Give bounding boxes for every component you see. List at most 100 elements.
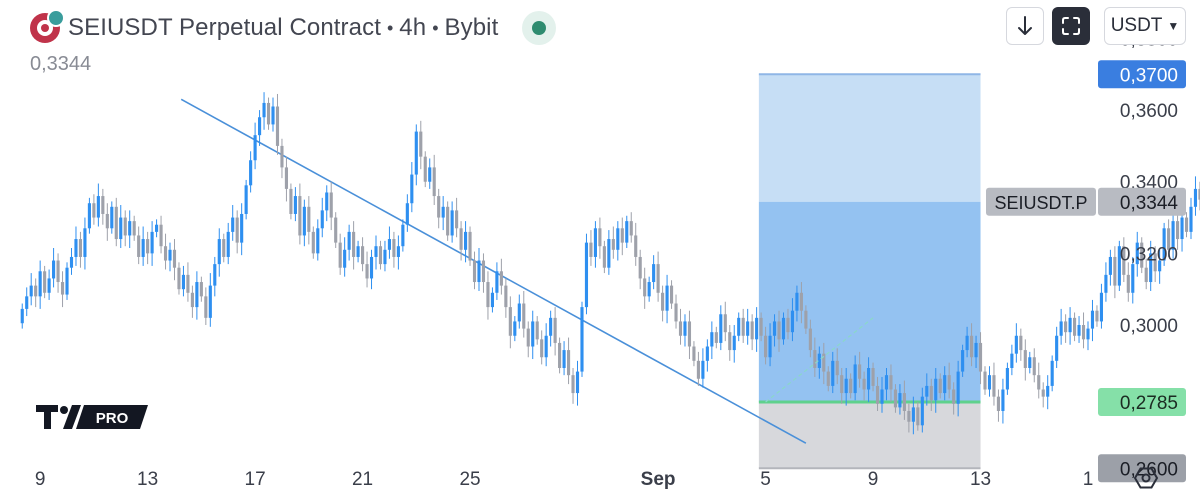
candle [1055, 335, 1059, 361]
candle [87, 203, 91, 229]
candle [804, 310, 808, 329]
candle [1198, 188, 1200, 200]
last-price-value: 0,3344 [30, 53, 92, 75]
x-tick-label: 1 [1083, 469, 1094, 490]
candle [432, 167, 436, 197]
candle [952, 389, 956, 404]
candle [423, 156, 427, 182]
candle [320, 210, 324, 229]
candle [549, 317, 553, 336]
candle [723, 314, 727, 333]
tradingview-logo: PRO [36, 405, 148, 429]
projection-line[interactable] [765, 317, 874, 403]
settings-hexagon-icon[interactable] [1133, 467, 1159, 489]
target-price-label[interactable]: 0,3700 [1120, 65, 1178, 86]
candle [880, 389, 884, 404]
candle [343, 249, 347, 268]
candle [777, 321, 781, 340]
x-tick-label: 13 [137, 469, 158, 490]
candle [481, 260, 486, 283]
exchange-label[interactable]: Bybit [444, 14, 499, 41]
candle [446, 206, 450, 236]
candle [647, 282, 651, 297]
series-name-tag-bg[interactable] [986, 187, 1096, 216]
series-name-tag[interactable]: SEIUSDT.P [994, 193, 1087, 213]
interval-label[interactable]: 4h [399, 14, 427, 41]
candle [634, 235, 638, 257]
candle [334, 217, 338, 243]
candle [893, 389, 898, 408]
candle [1184, 217, 1189, 232]
entry-price-label-bg[interactable] [1098, 388, 1186, 417]
candle [155, 224, 159, 232]
candle [1081, 325, 1086, 340]
candle [477, 260, 481, 283]
entry-price-label[interactable]: 0,2785 [1120, 393, 1178, 414]
candle [419, 131, 423, 157]
target-zone[interactable] [758, 74, 981, 202]
candle [1001, 389, 1005, 411]
candle [889, 375, 893, 390]
candle [938, 378, 942, 394]
candle [495, 271, 499, 293]
stop-zone[interactable] [758, 402, 981, 469]
candle [737, 317, 741, 336]
candle [598, 228, 602, 247]
candle [293, 196, 297, 214]
candle [280, 145, 284, 168]
candle [508, 307, 512, 336]
candle [1099, 292, 1104, 322]
trendline[interactable] [180, 98, 807, 444]
candle [1153, 253, 1157, 272]
download-button[interactable] [1006, 7, 1044, 45]
candle [522, 303, 526, 329]
candle [1149, 253, 1153, 283]
coin-logo-icon [30, 9, 65, 43]
candle [629, 221, 633, 236]
fullscreen-button[interactable] [1052, 7, 1090, 45]
x-tick-label: 9 [35, 469, 46, 490]
candle [1090, 310, 1095, 329]
candle [450, 210, 454, 236]
candle [517, 303, 521, 322]
candle [1086, 328, 1090, 340]
candle [43, 271, 47, 293]
candle [119, 217, 123, 240]
candle [325, 192, 329, 211]
candle [204, 296, 208, 318]
candle [983, 371, 987, 390]
candle [199, 282, 203, 297]
market-status-icon[interactable] [522, 11, 557, 45]
candle [710, 332, 714, 347]
candle [808, 328, 812, 351]
candle [1064, 321, 1068, 333]
stop-price-label[interactable]: 0,2600 [1120, 459, 1178, 480]
y-tick-label: 0,3600 [1120, 101, 1178, 122]
candle [755, 317, 759, 340]
candle [383, 249, 387, 265]
currency-selector[interactable]: USDT ▼ [1104, 7, 1186, 45]
candle [1171, 221, 1175, 250]
candle [410, 174, 414, 204]
candle [190, 292, 194, 308]
candle [835, 360, 839, 376]
candle [159, 224, 163, 247]
candle [1175, 221, 1180, 240]
target-price-label-bg[interactable] [1098, 60, 1186, 89]
candle [441, 206, 445, 218]
candle [853, 364, 857, 394]
current-price-label-bg[interactable] [1098, 187, 1186, 216]
candle [696, 360, 700, 379]
candle [172, 249, 177, 268]
candle [714, 332, 718, 343]
candle [813, 350, 817, 368]
candle [34, 285, 38, 297]
candle [1126, 274, 1130, 293]
candle [943, 375, 947, 394]
candle [163, 246, 168, 261]
candle [83, 228, 87, 257]
symbol-title[interactable]: SEIUSDT Perpetual Contract [68, 14, 381, 41]
current-price-label[interactable]: 0,3344 [1120, 193, 1179, 214]
candle [1014, 335, 1018, 354]
